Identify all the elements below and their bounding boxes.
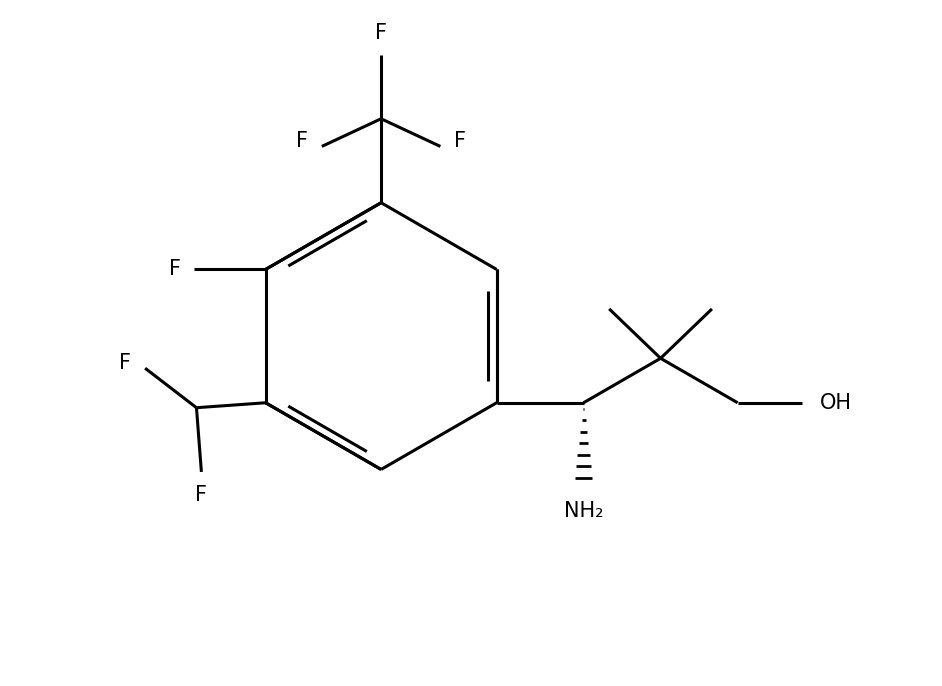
Text: F: F: [195, 485, 207, 505]
Text: F: F: [375, 23, 387, 43]
Text: F: F: [169, 259, 181, 279]
Text: F: F: [296, 132, 308, 152]
Text: F: F: [454, 132, 466, 152]
Text: F: F: [120, 353, 131, 373]
Text: OH: OH: [820, 393, 852, 413]
Text: NH₂: NH₂: [563, 501, 603, 521]
